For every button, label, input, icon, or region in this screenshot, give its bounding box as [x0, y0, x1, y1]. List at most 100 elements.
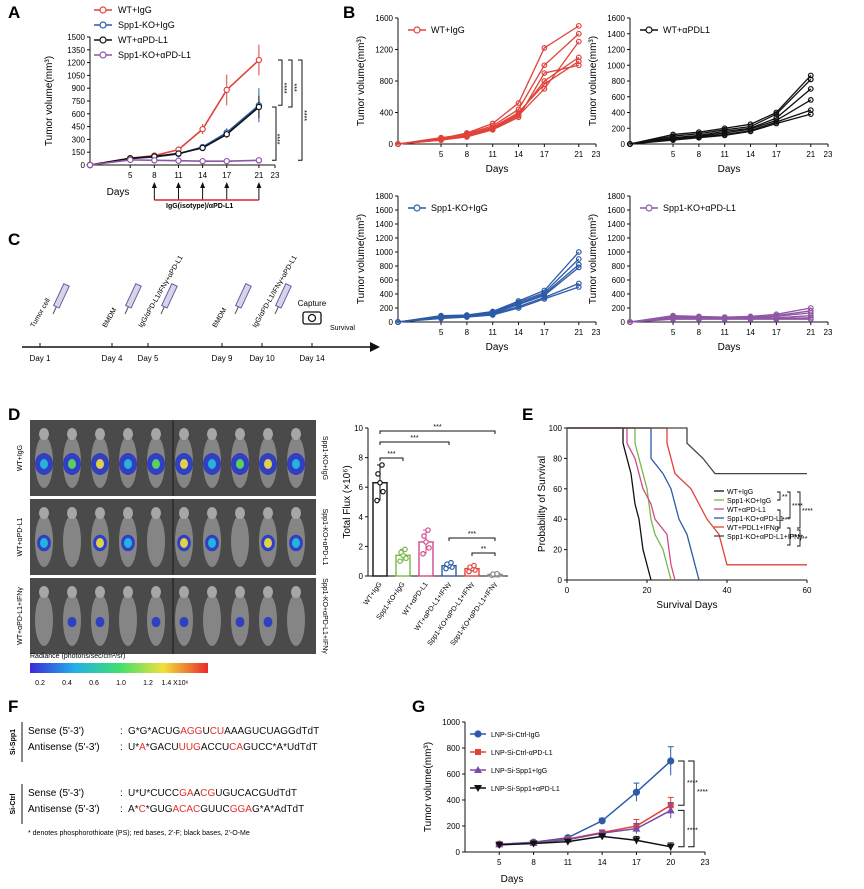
- sequence-separator: :: [120, 804, 123, 815]
- x-tick-label: 17: [772, 150, 781, 159]
- data-point: [541, 78, 548, 84]
- mouse-silhouette: [231, 515, 249, 567]
- data-point: [541, 62, 548, 69]
- data-point: [773, 316, 780, 323]
- radiance-colorbar: [30, 663, 208, 673]
- stat-label: ***: [468, 531, 476, 538]
- x-tick-label: 14: [198, 171, 207, 180]
- panel-label-a: A: [8, 3, 20, 22]
- data-point: [632, 824, 641, 832]
- timeline-day: Day 1: [30, 354, 51, 363]
- y-tick-label: 1600: [375, 14, 393, 23]
- stat-label: ****: [792, 535, 803, 542]
- y-tick-label: 750: [72, 97, 86, 106]
- legend-entry: WT+PDL1+IFNg: [727, 525, 779, 532]
- chart-b-wt-apdl1: 0 200 400 600 800 1000 1200 1400 1600 5 8 11 14 17 21 2…: [588, 14, 833, 175]
- legend-entry: LNP-Si-Spp1+IgG: [491, 768, 547, 775]
- sirna-group-label: Si-Spp1: [10, 729, 17, 755]
- syringe-needle-icon: [160, 306, 165, 315]
- x-tick-label: 5: [671, 150, 676, 159]
- stat-bracket: [797, 491, 801, 529]
- radiance-tick: 1.2: [143, 680, 153, 687]
- x-axis-label: Days: [486, 164, 509, 175]
- legend-entry: WT+IgG: [118, 5, 152, 15]
- signal-blob: [95, 616, 105, 628]
- y-axis-label: Tumor volume(mm³): [356, 214, 367, 304]
- stat-bracket: [379, 441, 450, 445]
- timeline-day: Day 4: [102, 354, 123, 363]
- x-tick-label: 5: [671, 328, 676, 337]
- stat-label: ***: [433, 424, 441, 431]
- legend-marker: [99, 6, 107, 14]
- signal-core: [208, 459, 216, 469]
- panel-label-d: D: [8, 405, 20, 424]
- chart-a: 0 150 300 450 600 750 900 1050 1200 1350 1500 5 8 11 1…: [44, 33, 280, 201]
- row-label-right: Spp1-KO+αPD-L1+IFNγ: [321, 578, 328, 654]
- y-tick-label: 60: [553, 485, 562, 494]
- sequence-separator: :: [120, 788, 123, 799]
- x-axis-label: Days: [107, 187, 130, 198]
- data-point: [515, 305, 522, 311]
- y-axis-label: Total Flux (×10⁶): [342, 465, 353, 538]
- y-tick-label: 2: [359, 542, 364, 551]
- chart-b-wt-igg: 0 400 800 1200 1600 5 8 11 14 17 21 23 Days Tumor vol…: [356, 14, 601, 175]
- timeline-arrow-icon: [370, 342, 380, 352]
- data-point: [721, 316, 728, 323]
- sequence-part: U*U*CUCC: [128, 788, 179, 799]
- treatment-arrow-head-icon: [256, 182, 262, 188]
- x-tick-label: 11: [489, 150, 498, 159]
- sequence-label: Sense (5'-3'): [28, 788, 84, 799]
- data-point: [666, 843, 675, 851]
- mouse-silhouette: [203, 594, 221, 646]
- data-point: [627, 319, 633, 325]
- data-point: [377, 479, 383, 486]
- legend-entry: LNP-Si-Spp1+αPD-L1: [491, 786, 560, 793]
- x-tick-label: 23: [824, 328, 833, 337]
- y-tick-label: 1200: [375, 234, 393, 243]
- data-point: [255, 103, 263, 111]
- x-tick-label: 8: [697, 328, 702, 337]
- data-point: [541, 45, 548, 51]
- treatment-arrow-head-icon: [175, 182, 181, 188]
- sequence-part: CA: [229, 742, 243, 753]
- stat-bracket: [278, 59, 283, 106]
- sequence-part: UUG: [179, 742, 201, 753]
- mouse-silhouette: [147, 515, 165, 567]
- data-point: [398, 549, 404, 556]
- chart-b-ko-apdl1: 0 200 400 600 800 1000 1200 1400 1600 1800 5 8 11 14 1…: [588, 192, 833, 353]
- y-tick-label: 1600: [375, 206, 393, 215]
- mouse-head: [95, 586, 105, 598]
- sequence-part: C: [139, 804, 146, 815]
- data-point: [632, 837, 641, 845]
- stat-label: ***: [410, 435, 418, 442]
- sequence-part: GGA: [230, 804, 253, 815]
- signal-blob: [67, 616, 77, 628]
- stat-label: ****: [687, 828, 698, 835]
- y-tick-label: 200: [447, 822, 461, 831]
- x-axis-label: Days: [718, 164, 741, 175]
- x-tick-label: 8: [697, 150, 702, 159]
- series-line: [397, 25, 580, 145]
- data-point: [397, 558, 403, 565]
- y-tick-label: 0: [359, 572, 364, 581]
- y-axis-label: Tumor volume(mm³): [423, 742, 434, 832]
- timeline-step-label: BMDM: [212, 307, 229, 329]
- y-tick-label: 8: [359, 454, 364, 463]
- chart-g: 0 200 400 600 800 1000 5 8 11 14 17 20 23 Days Tumor v…: [423, 718, 710, 885]
- timeline-step-label: Tumor cell: [30, 297, 52, 329]
- y-tick-label: 800: [612, 77, 626, 86]
- sequence-text: G*G*ACUGAGGUCUAAAGUCUAGGdTdT: [128, 726, 319, 737]
- y-tick-label: 600: [72, 110, 86, 119]
- legend-marker: [475, 749, 481, 755]
- mouse-head: [67, 428, 77, 440]
- x-tick-label: 21: [254, 171, 263, 180]
- y-tick-label: 1000: [442, 718, 460, 727]
- data-point: [425, 527, 431, 533]
- treatment-label: IgG(isotype)/αPD-L1: [166, 203, 233, 210]
- camera-lens-icon: [307, 313, 317, 323]
- legend-marker: [474, 785, 482, 792]
- data-point: [223, 86, 230, 94]
- data-point: [695, 316, 702, 323]
- sequence-label: Sense (5'-3'): [28, 726, 84, 737]
- data-point: [575, 249, 582, 255]
